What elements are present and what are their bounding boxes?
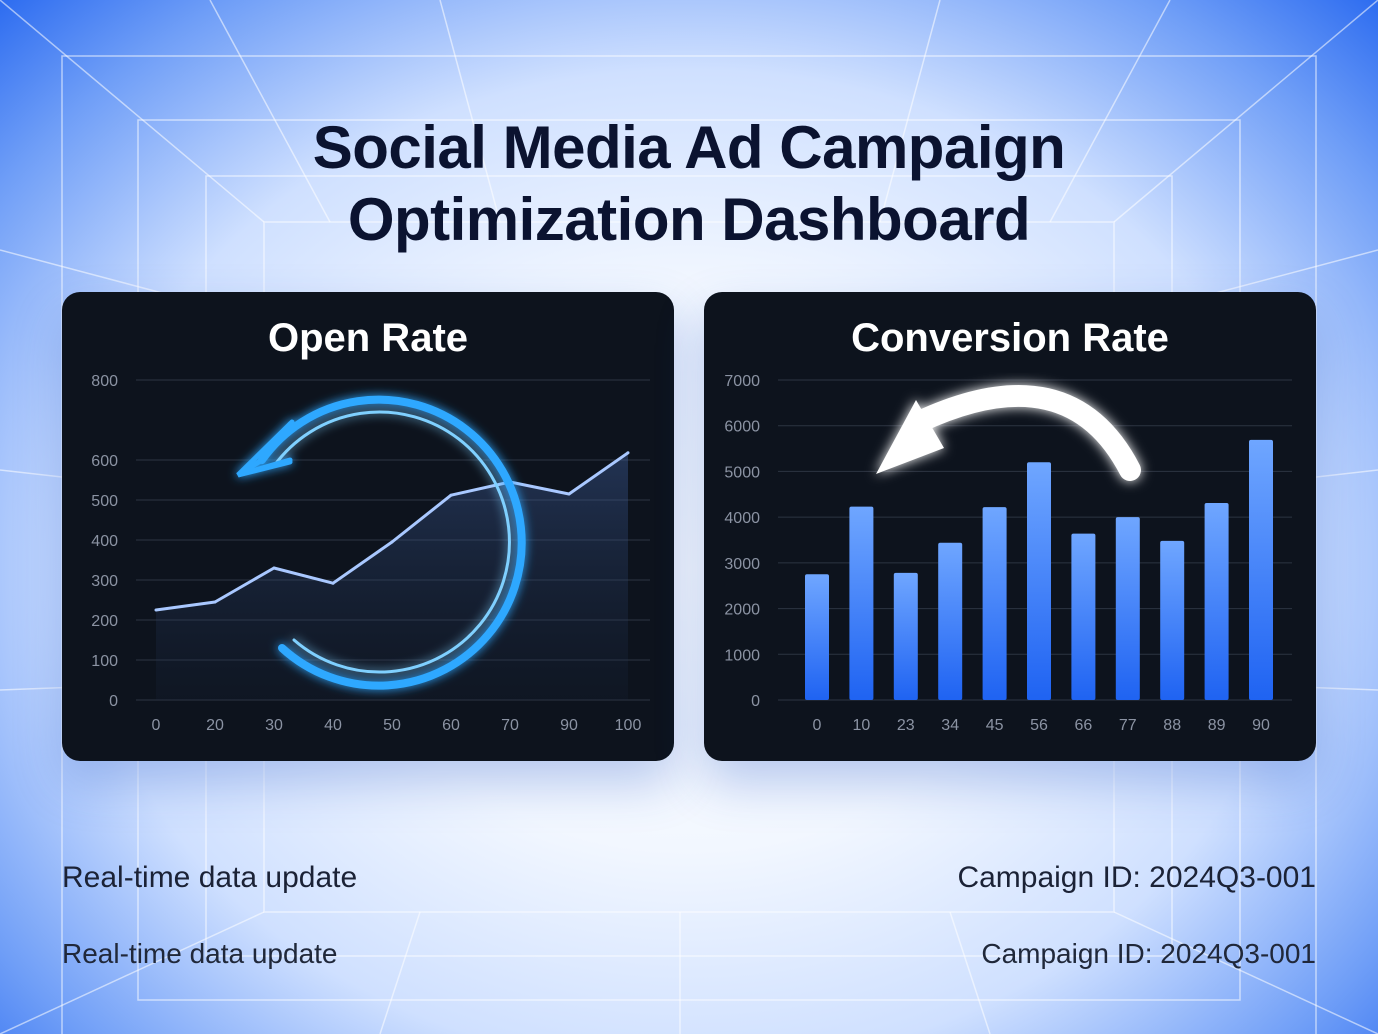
- open-rate-x-tick-label: 100: [615, 717, 642, 734]
- open-rate-chart: 0 100 200 300 400 500 600 800 0 20 30 40 50 60 70 90 10…: [91, 373, 650, 734]
- campaign-id: Campaign ID: 2024Q3-001: [957, 861, 1316, 894]
- conversion-rate-bar: [849, 506, 874, 700]
- open-rate-x-tick-label: 50: [383, 717, 401, 734]
- open-rate-point: [331, 581, 335, 585]
- conversion-rate-y-tick-label: 1000: [724, 647, 760, 664]
- circular-refresh-arrow-icon: [236, 395, 526, 690]
- open-rate-x-tick-label: 30: [265, 717, 283, 734]
- conversion-rate-bar: [1204, 502, 1229, 700]
- conversion-rate-x-tick-label: 34: [941, 717, 959, 734]
- conversion-rate-bar: [1027, 462, 1051, 700]
- open-rate-point: [626, 451, 630, 455]
- conversion-rate-x-tick-label: 90: [1252, 717, 1270, 734]
- page-title-line-1: Social Media Ad Campaign: [312, 114, 1066, 181]
- open-rate-x-tick-label: 70: [501, 717, 519, 734]
- open-rate-point: [272, 566, 276, 570]
- conversion-rate-y-tick-label: 4000: [724, 510, 760, 527]
- conversion-rate-y-tick-label: 6000: [724, 419, 760, 436]
- conversion-rate-bar: [982, 507, 1007, 700]
- conversion-rate-title: Conversion Rate: [851, 316, 1169, 360]
- conversion-rate-x-tick-label: 23: [897, 717, 915, 734]
- page-title-line-2: Optimization Dashboard: [347, 186, 1031, 253]
- page-title: Social Media Ad Campaign Optimization Da…: [0, 112, 1378, 256]
- realtime-label: Real-time data update: [62, 861, 358, 894]
- open-rate-x-tick-label: 20: [206, 717, 224, 734]
- conversion-rate-bar: [1115, 517, 1140, 700]
- curved-back-arrow-icon: [876, 385, 1141, 481]
- conversion-rate-chart: 0 1000 2000 3000 4000 5000 6000 7000 0 10 23 34 45 5…: [724, 373, 1292, 734]
- open-rate-x-tick-label: 60: [442, 717, 460, 734]
- conversion-rate-x-tick-label: 77: [1119, 717, 1137, 734]
- conversion-rate-bar: [893, 572, 918, 700]
- open-rate-x-tick-label: 90: [560, 717, 578, 734]
- open-rate-point: [390, 540, 394, 544]
- open-rate-y-tick-label: 600: [91, 453, 118, 470]
- conversion-rate-y-tick-label: 7000: [724, 373, 760, 390]
- conversion-rate-x-tick-label: 56: [1030, 717, 1048, 734]
- conversion-rate-bar: [1249, 439, 1273, 700]
- conversion-rate-bar: [938, 542, 963, 700]
- open-rate-point: [567, 492, 571, 496]
- conversion-rate-x-tick-label: 10: [853, 717, 871, 734]
- campaign-id-secondary: Campaign ID: 2024Q3-001: [981, 938, 1316, 969]
- open-rate-point: [449, 493, 453, 497]
- open-rate-y-tick-label: 500: [91, 493, 118, 510]
- conversion-rate-bar: [805, 574, 829, 700]
- open-rate-area: [156, 452, 628, 700]
- conversion-rate-bar: [1071, 533, 1096, 700]
- conversion-rate-x-tick-label: 66: [1075, 717, 1093, 734]
- conversion-rate-y-tick-label: 2000: [724, 602, 760, 619]
- open-rate-y-tick-label: 200: [91, 613, 118, 630]
- open-rate-y-tick-label: 400: [91, 533, 118, 550]
- open-rate-y-tick-label: 0: [109, 693, 118, 710]
- open-rate-point: [213, 600, 217, 604]
- open-rate-title: Open Rate: [267, 316, 469, 360]
- realtime-label-secondary: Real-time data update: [62, 938, 338, 969]
- conversion-rate-x-tick-label: 89: [1208, 717, 1226, 734]
- open-rate-y-tick-label: 300: [91, 573, 118, 590]
- conversion-rate-card: 0 1000 2000 3000 4000 5000 6000 7000 0 10 23 34 45 5…: [704, 292, 1316, 761]
- conversion-rate-y-tick-label: 5000: [724, 464, 760, 481]
- conversion-rate-bar: [1160, 540, 1185, 700]
- open-rate-y-tick-label: 800: [91, 373, 118, 390]
- open-rate-y-tick-label: 100: [91, 653, 118, 670]
- open-rate-card: 0 100 200 300 400 500 600 800 0 20 30 40 50 60 70 90 10…: [62, 292, 674, 761]
- conversion-rate-x-tick-label: 0: [813, 717, 822, 734]
- conversion-rate-x-tick-label: 45: [986, 717, 1004, 734]
- open-rate-x-tick-label: 0: [152, 717, 161, 734]
- conversion-rate-x-tick-label: 88: [1163, 717, 1181, 734]
- open-rate-point: [154, 608, 158, 612]
- conversion-rate-y-tick-label: 0: [751, 693, 760, 710]
- open-rate-x-tick-label: 40: [324, 717, 342, 734]
- conversion-rate-y-tick-label: 3000: [724, 556, 760, 573]
